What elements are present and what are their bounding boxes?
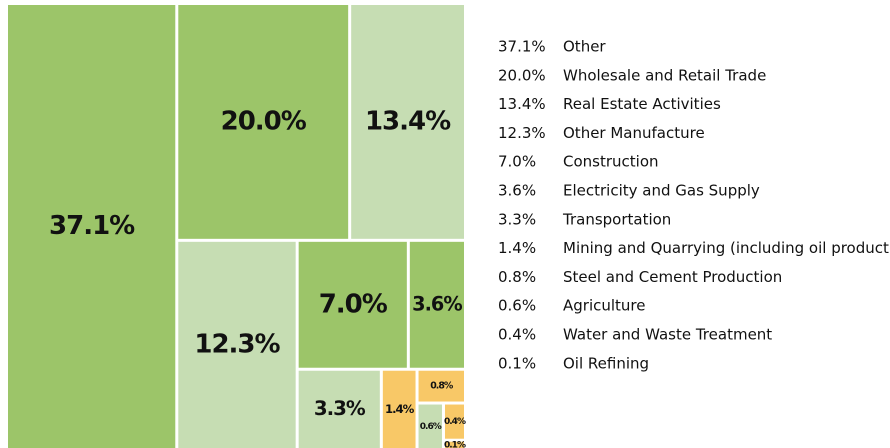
legend-value: 0.8%	[498, 268, 536, 286]
treemap-cell	[418, 404, 442, 448]
legend-label: Other Manufacture	[563, 124, 705, 142]
treemap-cell	[351, 5, 464, 239]
legend-label: Electricity and Gas Supply	[563, 182, 760, 200]
legend-value: 3.3%	[498, 210, 536, 228]
treemap-cell	[382, 370, 416, 448]
legend-value: 20.0%	[498, 66, 546, 84]
cell-label: 7.0%	[319, 289, 388, 319]
legend-value: 1.4%	[498, 239, 536, 257]
legend-label: Construction	[563, 153, 659, 171]
treemap-cell	[409, 241, 464, 368]
legend-label: Wholesale and Retail Trade	[563, 66, 766, 84]
legend-value: 7.0%	[498, 153, 536, 171]
treemap-cell	[298, 370, 380, 448]
cell-label: 13.4%	[365, 106, 451, 136]
legend-label: Oil Refining	[563, 354, 649, 372]
cell-label: 37.1%	[49, 211, 135, 241]
treemap-cell	[444, 404, 464, 439]
legend-value: 0.6%	[498, 297, 536, 315]
legend-label: Real Estate Activities	[563, 95, 721, 113]
cell-label: 3.3%	[314, 397, 366, 420]
cell-label: 0.4%	[444, 417, 466, 427]
legend-value: 12.3%	[498, 124, 546, 142]
legend-value: 3.6%	[498, 182, 536, 200]
legend-value: 13.4%	[498, 95, 546, 113]
cell-label: 0.1%	[444, 440, 466, 448]
legend-label: Water and Waste Treatment	[563, 326, 772, 344]
treemap-cell	[178, 5, 349, 239]
treemap-cell	[178, 241, 296, 448]
legend-label: Steel and Cement Production	[563, 268, 782, 286]
cell-label: 20.0%	[221, 106, 307, 136]
legend-value: 0.1%	[498, 354, 536, 372]
legend-label: Agriculture	[563, 297, 646, 315]
treemap-cell	[418, 370, 464, 402]
legend-label: Mining and Quarrying (including oil prod…	[563, 239, 890, 257]
legend-value: 0.4%	[498, 326, 536, 344]
cell-label: 3.6%	[412, 292, 462, 315]
cell-label: 0.8%	[430, 381, 454, 392]
legend-value: 37.1%	[498, 38, 546, 56]
cell-label: 1.4%	[385, 402, 415, 416]
cell-label: 12.3%	[194, 329, 280, 359]
treemap-cell	[298, 241, 407, 368]
treemap-cell	[444, 441, 464, 448]
treemap-cell	[8, 5, 176, 448]
legend-label: Transportation	[562, 210, 671, 228]
legend-label: Other	[563, 38, 606, 56]
cell-label: 0.6%	[420, 422, 442, 432]
